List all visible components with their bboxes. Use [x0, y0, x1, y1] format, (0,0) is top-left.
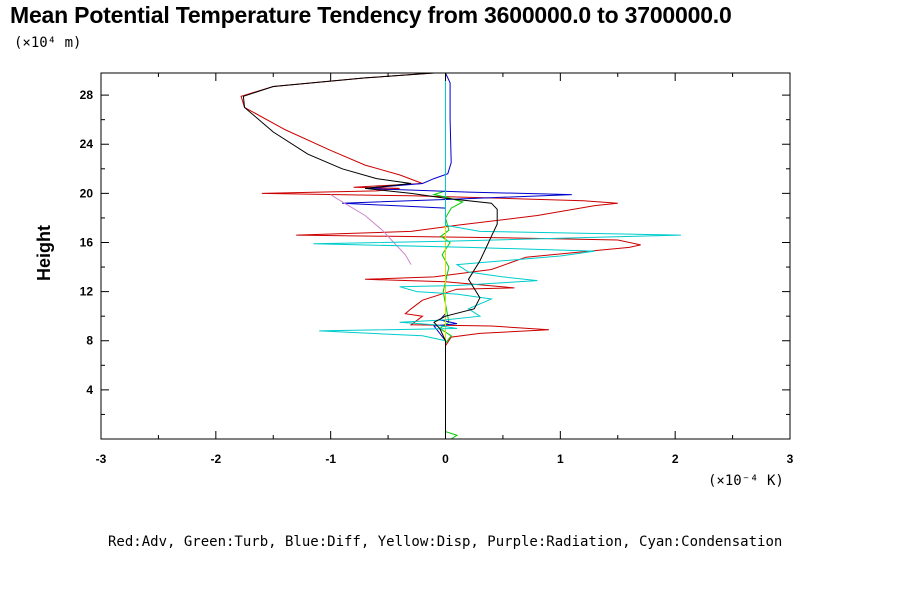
series-line-diff	[342, 72, 572, 439]
y-axis-unit: (×10⁴ m)	[14, 35, 82, 51]
chart-title: Mean Potential Temperature Tendency from…	[10, 2, 732, 28]
x-tick-label: 2	[672, 452, 679, 466]
y-tick-label: 8	[86, 334, 93, 348]
y-tick-label: 24	[80, 137, 94, 151]
x-tick-label: -2	[210, 452, 221, 466]
series-line-adv	[240, 72, 641, 439]
x-tick-label: 1	[557, 452, 564, 466]
x-tick-label: -1	[325, 452, 336, 466]
x-tick-label: 0	[442, 452, 449, 466]
series-line-turb	[432, 73, 465, 440]
series-line-total	[242, 72, 498, 439]
series-line-condensation	[313, 73, 681, 439]
x-axis-unit: (×10⁻⁴ K)	[708, 473, 784, 489]
y-tick-label: 20	[80, 186, 94, 200]
series-line-radiation	[330, 194, 412, 265]
x-tick-label: -3	[96, 452, 107, 466]
y-tick-label: 16	[80, 235, 94, 249]
x-tick-label: 3	[787, 452, 794, 466]
y-tick-label: 28	[80, 88, 94, 102]
y-axis-title: Height	[34, 225, 54, 281]
y-tick-label: 4	[86, 383, 93, 397]
legend-text: Red:Adv, Green:Turb, Blue:Diff, Yellow:D…	[108, 534, 783, 550]
series-layer	[240, 72, 681, 440]
y-tick-label: 12	[80, 285, 94, 299]
